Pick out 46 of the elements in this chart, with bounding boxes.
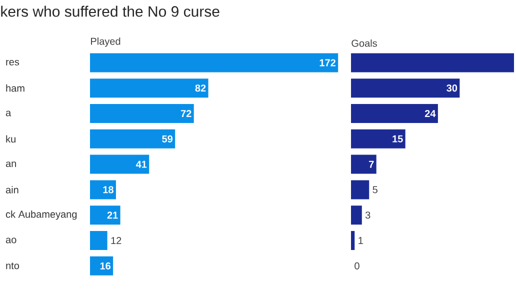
data-label: 72 xyxy=(180,110,192,117)
y-tick-label: ham xyxy=(6,84,24,92)
y-tick-label: ck Aubameyang xyxy=(6,210,77,220)
data-label: 24 xyxy=(424,110,436,117)
bar xyxy=(351,231,355,250)
data-label: 5 xyxy=(372,186,378,194)
data-label: 3 xyxy=(365,212,370,219)
data-label: 15 xyxy=(392,135,403,142)
bar xyxy=(90,206,120,225)
data-label: 16 xyxy=(100,262,111,270)
bar xyxy=(351,180,370,200)
bar xyxy=(90,104,194,124)
data-label: 30 xyxy=(446,84,458,92)
y-tick-label: nto xyxy=(6,262,20,270)
bar xyxy=(351,53,514,72)
bar xyxy=(351,78,460,98)
data-label: 0 xyxy=(354,262,360,270)
data-label: 59 xyxy=(162,135,173,142)
x-axis-title: Played xyxy=(91,37,120,47)
y-tick-label: res xyxy=(6,60,20,66)
bar xyxy=(90,78,208,98)
data-label: 18 xyxy=(103,186,114,194)
bar xyxy=(90,154,150,174)
data-label: 41 xyxy=(136,160,147,168)
bar xyxy=(90,53,338,72)
bar xyxy=(351,154,376,174)
data-label: 21 xyxy=(107,212,118,219)
bar xyxy=(90,129,176,148)
data-label: 1 xyxy=(358,237,363,244)
bar xyxy=(351,206,362,225)
chart-title: kers who suffered the No 9 curse xyxy=(1,6,220,17)
bar xyxy=(351,104,438,124)
y-tick-label: a xyxy=(6,110,12,116)
data-label: 172 xyxy=(320,59,336,66)
x-axis-title: Goals xyxy=(352,39,377,47)
y-tick-label: ku xyxy=(6,135,16,143)
bar xyxy=(90,231,108,250)
data-label: 82 xyxy=(195,84,206,92)
y-tick-label: ao xyxy=(6,238,16,244)
bar xyxy=(90,256,114,276)
data-label: 12 xyxy=(111,237,122,244)
bar xyxy=(351,129,406,148)
data-label: 7 xyxy=(369,160,374,168)
bar xyxy=(90,180,116,200)
y-tick-label: ain xyxy=(6,186,18,194)
y-tick-label: an xyxy=(6,162,16,168)
